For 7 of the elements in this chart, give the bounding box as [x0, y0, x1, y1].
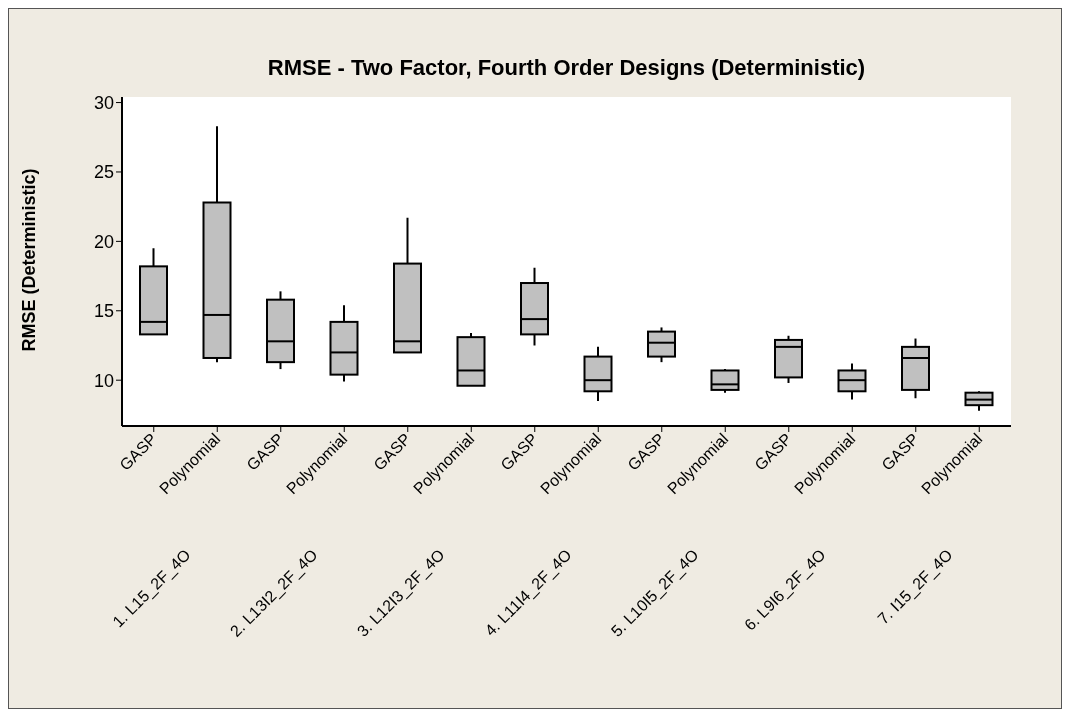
y-tick-label: 20	[93, 231, 114, 252]
y-tick-label: 30	[93, 92, 114, 113]
y-tick-label: 25	[93, 162, 114, 183]
y-tick-label: 15	[93, 301, 114, 322]
y-tick-label: 10	[93, 370, 114, 391]
chart-title: RMSE - Two Factor, Fourth Order Designs (Deterministic)	[266, 55, 867, 81]
y-axis-title: RMSE (Deterministic)	[19, 168, 40, 352]
